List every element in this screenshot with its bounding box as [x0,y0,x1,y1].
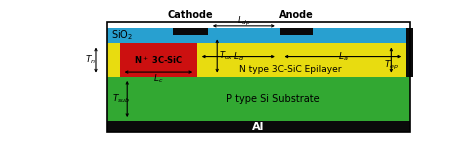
Text: $T_{ox}$: $T_{ox}$ [219,50,234,62]
Bar [107,43,410,77]
Text: Cathode: Cathode [168,10,213,20]
Bar [107,22,410,132]
Text: Al: Al [252,121,264,131]
Text: $L_{dp}$: $L_{dp}$ [237,15,251,28]
Text: N$^+$ 3C-SiC: N$^+$ 3C-SiC [134,54,183,66]
Text: $L_{a}$: $L_{a}$ [337,50,348,63]
Bar [280,28,313,35]
Bar [107,121,410,132]
Text: $L_{d}$: $L_{d}$ [233,50,244,63]
Text: N type 3C-SiC Epilayer: N type 3C-SiC Epilayer [239,65,342,74]
Bar [406,28,413,77]
Bar [120,43,197,77]
Text: $T_{sub}$: $T_{sub}$ [112,93,131,105]
Text: $L_{c}$: $L_{c}$ [153,73,164,85]
Text: $T_{ep}$: $T_{ep}$ [384,59,399,73]
Text: Anode: Anode [279,10,314,20]
Text: P type Si Substrate: P type Si Substrate [226,94,319,104]
Bar [107,77,410,121]
Bar [107,28,410,43]
Text: $T_{n}$: $T_{n}$ [85,54,96,66]
Text: SiO$_2$: SiO$_2$ [110,29,133,42]
Bar [173,28,208,35]
